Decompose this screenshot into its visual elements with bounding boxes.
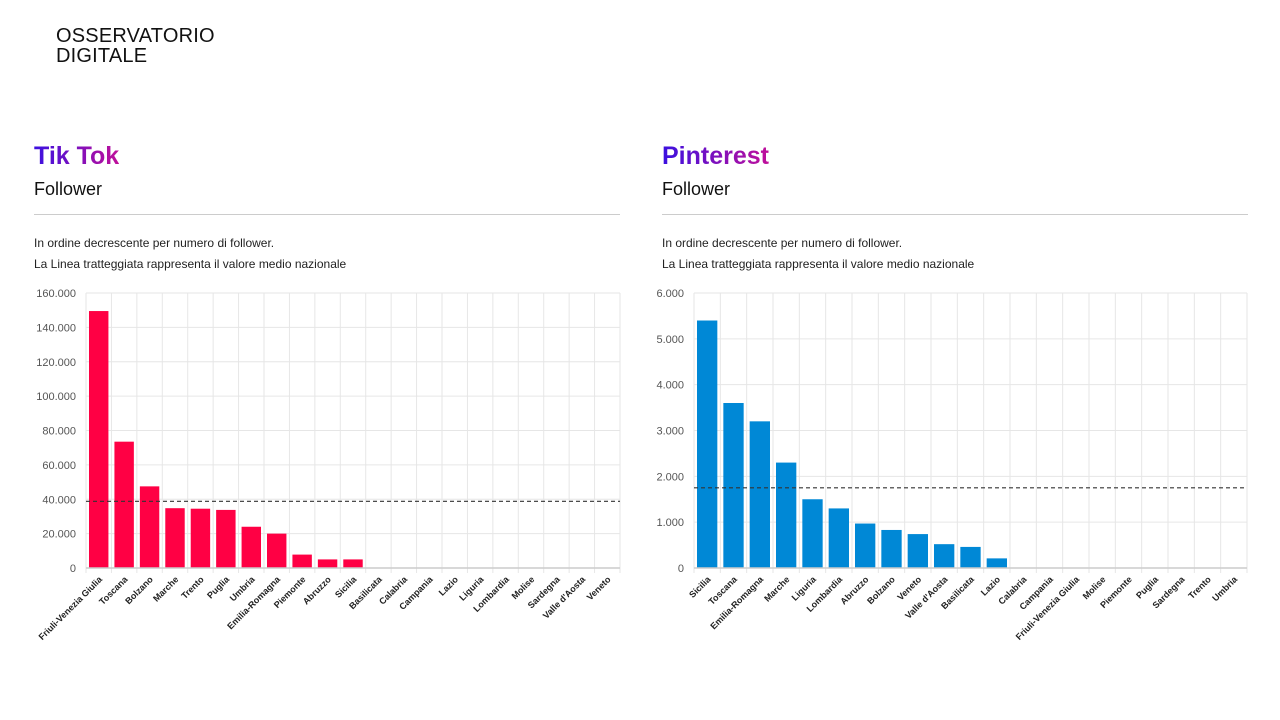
tiktok-xtick-label: Basilicata (347, 574, 384, 611)
tiktok-bar (165, 508, 185, 568)
tiktok-ytick-label: 140.000 (36, 322, 76, 334)
panel-subtitle: Follower (662, 179, 731, 199)
tiktok-xtick-label: Veneto (585, 574, 613, 602)
tiktok-bar (216, 509, 236, 568)
tiktok-xtick-label: Campania (397, 574, 435, 612)
pinterest-panel: Pinterest Follower In ordine decrescente… (662, 140, 1248, 275)
tiktok-ytick-label: 60.000 (42, 460, 76, 472)
pinterest-xtick-label: Bolzano (865, 574, 897, 606)
pinterest-xtick-label: Valle d'Aosta (903, 574, 950, 621)
pinterest-xtick-label: Sicilia (687, 574, 713, 600)
tiktok-bar (114, 441, 134, 568)
pinterest-xtick-label: Piemonte (1098, 574, 1134, 610)
pinterest-bar (697, 320, 718, 568)
panel-note: In ordine decrescente per numero di foll… (662, 233, 1248, 275)
tiktok-xtick-label: Toscana (97, 574, 130, 607)
tiktok-bar (343, 559, 363, 568)
tiktok-bar (139, 486, 160, 568)
pinterest-ytick-label: 0 (678, 563, 684, 575)
tiktok-xtick-label: Bolzano (123, 574, 155, 606)
panel-note: In ordine decrescente per numero di foll… (34, 233, 620, 275)
pinterest-ytick-label: 4.000 (656, 380, 684, 392)
pinterest-bar (881, 529, 902, 568)
note-line-1: In ordine decrescente per numero di foll… (34, 236, 275, 250)
pinterest-xtick-label: Friuli-Venezia Giulia (1014, 574, 1082, 642)
tiktok-xtick-label: Valle d'Aosta (541, 574, 588, 621)
tiktok-xtick-label: Liguria (457, 574, 486, 603)
pinterest-xtick-label: Molise (1081, 574, 1108, 601)
note-line-2: La Linea tratteggiata rappresenta il val… (662, 257, 975, 271)
pinterest-bar (960, 546, 981, 568)
pinterest-xtick-label: Lazio (979, 574, 1003, 598)
tiktok-xtick-label: Umbria (228, 574, 258, 604)
pinterest-xtick-label: Basilicata (939, 574, 976, 611)
tiktok-ytick-label: 0 (70, 563, 76, 575)
logo-line1: OSSERVATORIO (56, 25, 215, 47)
pinterest-ytick-label: 6.000 (656, 288, 684, 300)
pinterest-bar (934, 544, 955, 568)
panel-subtitle: Follower (34, 179, 103, 199)
tiktok-ytick-label: 40.000 (42, 494, 76, 506)
pinterest-xtick-label: Trento (1186, 574, 1213, 601)
pinterest-xtick-label: Emilia-Romagna (708, 574, 766, 632)
tiktok-bar (267, 533, 287, 568)
logo: OSSERVATORIO DIGITALE (56, 26, 215, 66)
pinterest-xtick-label: Veneto (895, 574, 923, 602)
tiktok-xtick-label: Marche (151, 574, 180, 603)
tiktok-xtick-label: Abruzzo (301, 574, 334, 607)
tiktok-xtick-label: Puglia (205, 574, 232, 601)
tiktok-xtick-label: Friuli-Venezia Giulia (37, 574, 105, 642)
pinterest-xtick-label: Abruzzo (838, 574, 871, 607)
pinterest-bar (828, 508, 849, 568)
tiktok-xtick-label: Emilia-Romagna (225, 574, 283, 632)
pinterest-bar (986, 558, 1007, 568)
pinterest-bar (776, 462, 797, 568)
note-line-2: La Linea tratteggiata rappresenta il val… (34, 257, 347, 271)
tiktok-bar (89, 311, 109, 568)
pinterest-ytick-label: 2.000 (656, 471, 684, 483)
pinterest-ytick-label: 5.000 (656, 334, 684, 346)
pinterest-bar (802, 499, 823, 568)
pinterest-bar (855, 523, 876, 568)
pinterest-xtick-label: Umbria (1210, 574, 1240, 604)
tiktok-xtick-label: Sardegna (526, 574, 563, 611)
note-line-1: In ordine decrescente per numero di foll… (662, 236, 903, 250)
tiktok-bar (241, 526, 261, 568)
tiktok-xtick-label: Piemonte (272, 574, 308, 610)
pinterest-xtick-label: Marche (762, 574, 791, 603)
tiktok-xtick-label: Lazio (437, 574, 461, 598)
tiktok-xtick-label: Lombardia (471, 574, 511, 614)
panel-title: Pinterest (662, 142, 769, 170)
panel-title: Tik Tok (34, 142, 120, 170)
pinterest-xtick-label: Puglia (1134, 574, 1161, 601)
tiktok-ytick-label: 20.000 (42, 529, 76, 541)
tiktok-ytick-label: 80.000 (42, 426, 76, 438)
tiktok-xtick-label: Calabria (377, 574, 410, 607)
tiktok-bar (292, 554, 312, 568)
pinterest-xtick-label: Sardegna (1151, 574, 1188, 611)
tiktok-xtick-label: Trento (179, 574, 206, 601)
divider (662, 214, 1248, 215)
tiktok-ytick-label: 100.000 (36, 391, 76, 403)
pinterest-xtick-label: Toscana (706, 574, 739, 607)
tiktok-ytick-label: 160.000 (36, 288, 76, 300)
tiktok-panel: Tik Tok Follower In ordine decrescente p… (34, 140, 620, 275)
pinterest-xtick-label: Calabria (996, 574, 1029, 607)
pinterest-xtick-label: Liguria (790, 574, 819, 603)
tiktok-bar (317, 559, 338, 568)
pinterest-bar (907, 534, 928, 568)
pinterest-ytick-label: 1.000 (656, 517, 684, 529)
tiktok-xtick-label: Sicilia (333, 574, 359, 600)
pinterest-xtick-label: Campania (1017, 574, 1055, 612)
pinterest-bar (749, 421, 770, 568)
pinterest-ytick-label: 3.000 (656, 426, 684, 438)
logo-line2: DIGITALE (56, 45, 148, 67)
divider (34, 214, 620, 215)
tiktok-bar (190, 508, 211, 568)
pinterest-bar (723, 403, 744, 568)
tiktok-ytick-label: 120.000 (36, 357, 76, 369)
tiktok-xtick-label: Molise (510, 574, 537, 601)
pinterest-xtick-label: Lombardia (805, 574, 845, 614)
